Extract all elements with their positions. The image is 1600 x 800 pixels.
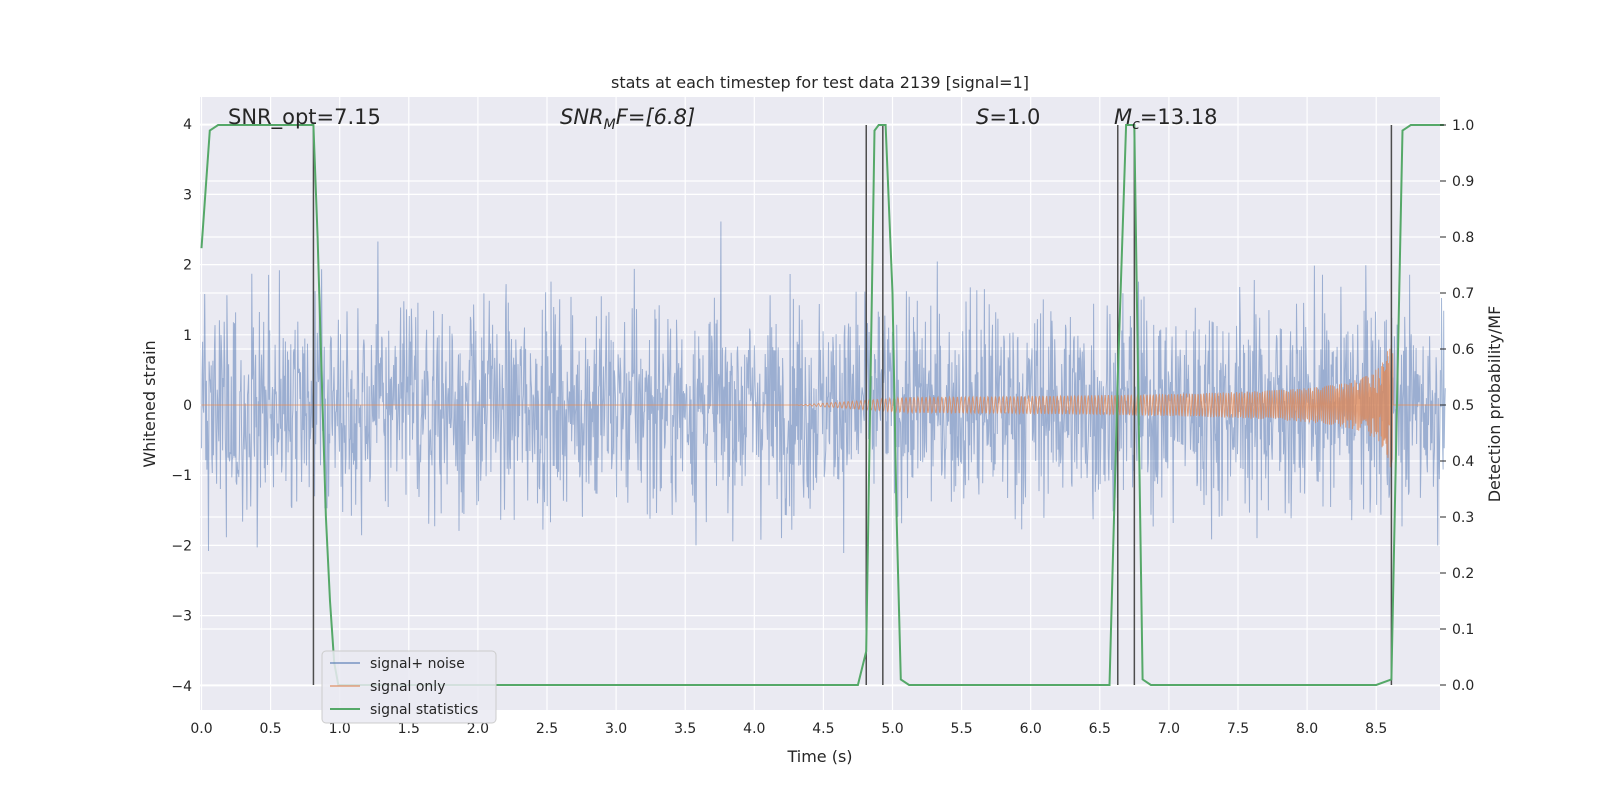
y-tick-label: 2 bbox=[183, 258, 192, 274]
y2-tick-label: 0.1 bbox=[1452, 622, 1474, 638]
y2-tick-label: 0.7 bbox=[1452, 286, 1474, 302]
tick-labels: 0.0 0.5 1.0 1.5 2.0 2.5 3.0 3.5 4.0 4.5 5.0 5.5 6.0 6… bbox=[171, 117, 1474, 737]
annotation-s-rest: =1.0 bbox=[989, 105, 1040, 129]
x-tick-label: 1.5 bbox=[398, 721, 420, 737]
annotation-snr-mf-rest: F=[6.8] bbox=[616, 105, 695, 129]
y2-tick-label: 1.0 bbox=[1452, 118, 1474, 134]
annotation-mc: Mc=13.18 bbox=[1114, 105, 1218, 133]
x-tick-label: 7.0 bbox=[1158, 721, 1180, 737]
y-tick-label: −4 bbox=[171, 679, 192, 695]
y-tick-label: −1 bbox=[171, 468, 192, 484]
annotation-snr-opt: SNR_opt=7.15 bbox=[228, 105, 381, 130]
x-tick-label: 8.5 bbox=[1365, 721, 1387, 737]
legend-box bbox=[321, 650, 497, 724]
signal-noise-line bbox=[201, 221, 1446, 554]
annotation-s-main: S bbox=[976, 105, 989, 129]
y2-tick-label: 0.8 bbox=[1452, 230, 1474, 246]
x-tick-label: 2.0 bbox=[467, 721, 489, 737]
x-tick-label: 5.0 bbox=[881, 721, 903, 737]
legend: signal+ noise signal only signal statist… bbox=[321, 650, 497, 724]
legend-label-signal-statistics: signal statistics bbox=[370, 702, 478, 718]
signal-only-line bbox=[201, 345, 1446, 468]
y-tick-label: −2 bbox=[171, 538, 192, 554]
y-tick-label: 3 bbox=[183, 187, 192, 203]
x-tick-label: 1.0 bbox=[329, 721, 351, 737]
legend-label-signal-noise: signal+ noise bbox=[370, 656, 465, 672]
x-axis-label: Time (s) bbox=[786, 747, 852, 766]
annotation-mc-rest: =13.18 bbox=[1140, 105, 1218, 129]
y-tick-label: 4 bbox=[183, 117, 192, 133]
signal-statistics-series bbox=[200, 124, 1444, 686]
x-tick-label: 2.5 bbox=[536, 721, 558, 737]
y2-tick-label: 0.2 bbox=[1452, 566, 1474, 582]
y-axis-label: Whitened strain bbox=[140, 340, 159, 467]
y2-tick-label: 0.0 bbox=[1452, 678, 1474, 694]
x-tick-label: 3.0 bbox=[605, 721, 627, 737]
y2-tick-label: 0.4 bbox=[1452, 454, 1474, 470]
signal-only-series bbox=[201, 345, 1446, 468]
y2-axis-label: Detection probability/MF bbox=[1485, 306, 1504, 503]
signal-noise-series bbox=[201, 221, 1446, 554]
annotation-snr-mf-sub: M bbox=[604, 117, 616, 133]
x-tick-label: 6.5 bbox=[1089, 721, 1111, 737]
x-tick-label: 7.5 bbox=[1227, 721, 1249, 737]
x-tick-label: 3.5 bbox=[674, 721, 696, 737]
x-tick-label: 6.0 bbox=[1020, 721, 1042, 737]
x-tick-label: 0.5 bbox=[259, 721, 281, 737]
annotation-snr-mf-main: SNR bbox=[560, 105, 604, 129]
annotation-s: S=1.0 bbox=[976, 105, 1040, 129]
y-tick-label: 1 bbox=[183, 328, 192, 344]
legend-label-signal-only: signal only bbox=[370, 679, 445, 695]
x-tick-label: 8.0 bbox=[1296, 721, 1318, 737]
y2-tick-label: 0.6 bbox=[1452, 342, 1474, 358]
y2-tick-label: 0.3 bbox=[1452, 510, 1474, 526]
x-tick-label: 0.0 bbox=[190, 721, 212, 737]
x-tick-label: 4.0 bbox=[743, 721, 765, 737]
annotation-snr-mf: SNRMF=[6.8] bbox=[560, 105, 695, 133]
signal-statistics-line bbox=[200, 124, 1444, 686]
y-tick-label: −3 bbox=[171, 609, 192, 625]
y-tick-label: 0 bbox=[183, 398, 192, 414]
y2-tick-label: 0.9 bbox=[1452, 174, 1474, 190]
annotation-mc-main: M bbox=[1114, 105, 1132, 129]
chart-title: stats at each timestep for test data 213… bbox=[611, 73, 1029, 92]
annotation-mc-sub: c bbox=[1132, 117, 1140, 133]
x-tick-label: 4.5 bbox=[812, 721, 834, 737]
x-tick-label: 5.5 bbox=[950, 721, 972, 737]
y2-tick-label: 0.5 bbox=[1452, 398, 1474, 414]
